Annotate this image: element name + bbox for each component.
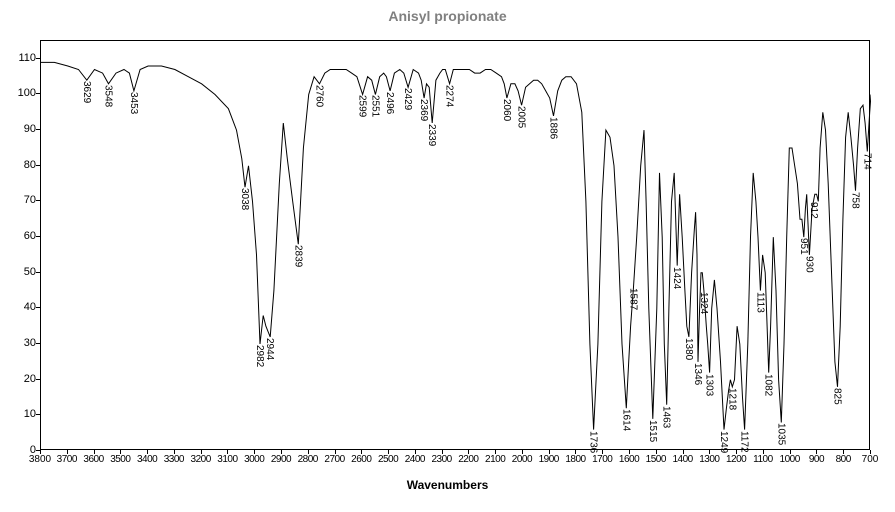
peak-label: 2005 bbox=[516, 106, 526, 128]
x-tick-label: 1300 bbox=[699, 454, 719, 465]
peak-label: 2599 bbox=[357, 95, 367, 117]
peak-label: 2839 bbox=[292, 245, 302, 267]
y-tick-label: 100 bbox=[12, 87, 36, 99]
peak-label: 3453 bbox=[128, 92, 138, 114]
y-tick-label: 70 bbox=[12, 194, 36, 206]
y-tick-label: 40 bbox=[12, 301, 36, 313]
y-tick-label: 60 bbox=[12, 230, 36, 242]
peak-label: 1082 bbox=[763, 374, 773, 396]
y-tick-label: 90 bbox=[12, 123, 36, 135]
x-tick-label: 2700 bbox=[324, 454, 344, 465]
x-tick-label: 1100 bbox=[753, 454, 773, 465]
peak-label: 2982 bbox=[254, 345, 264, 367]
x-tick-label: 3500 bbox=[110, 454, 130, 465]
peak-label: 930 bbox=[803, 256, 813, 273]
peak-label: 1035 bbox=[775, 423, 785, 445]
peak-label: 1218 bbox=[726, 388, 736, 410]
peak-label: 2060 bbox=[501, 99, 511, 121]
peak-label: 2369 bbox=[418, 99, 428, 121]
peak-label: 951 bbox=[798, 238, 808, 255]
x-tick-label: 3000 bbox=[244, 454, 264, 465]
x-tick-label: 1600 bbox=[619, 454, 639, 465]
peak-label: 758 bbox=[849, 192, 859, 209]
peak-label: 1886 bbox=[547, 117, 557, 139]
x-tick-label: 1400 bbox=[672, 454, 692, 465]
x-tick-label: 2900 bbox=[271, 454, 291, 465]
peak-label: 1380 bbox=[683, 338, 693, 360]
x-tick-label: 3100 bbox=[217, 454, 237, 465]
peak-label: 2274 bbox=[444, 85, 454, 107]
x-tick-label: 1900 bbox=[539, 454, 559, 465]
peak-label: 2339 bbox=[426, 124, 436, 146]
peak-label: 1113 bbox=[754, 292, 764, 313]
x-tick-label: 3400 bbox=[137, 454, 157, 465]
peak-label: 1303 bbox=[704, 374, 714, 396]
peak-label: 825 bbox=[832, 388, 842, 405]
x-tick-label: 3700 bbox=[57, 454, 77, 465]
peak-label: 1249 bbox=[718, 431, 728, 453]
x-tick-label: 1200 bbox=[726, 454, 746, 465]
peak-label: 1346 bbox=[692, 363, 702, 385]
peak-label: 3038 bbox=[239, 188, 249, 210]
x-tick-label: 2300 bbox=[431, 454, 451, 465]
x-tick-label: 1000 bbox=[780, 454, 800, 465]
y-tick-label: 30 bbox=[12, 337, 36, 349]
peak-label: 1614 bbox=[620, 409, 630, 431]
x-tick-label: 3800 bbox=[29, 454, 51, 465]
chart-title: Anisyl propionate bbox=[0, 8, 895, 24]
y-tick-label: 110 bbox=[12, 52, 36, 64]
peak-label: 2760 bbox=[313, 85, 323, 107]
y-tick-label: 20 bbox=[12, 373, 36, 385]
x-tick-label: 3600 bbox=[83, 454, 103, 465]
y-tick-label: 10 bbox=[12, 408, 36, 420]
x-tick-label: 700 bbox=[862, 454, 879, 465]
x-tick-label: 2400 bbox=[405, 454, 425, 465]
x-tick-label: 2600 bbox=[351, 454, 371, 465]
peak-label: 3629 bbox=[81, 81, 91, 103]
peak-label: 1324 bbox=[698, 292, 708, 314]
peak-label: 1424 bbox=[671, 267, 681, 289]
x-tick-label: 3200 bbox=[191, 454, 211, 465]
peak-label: 1736 bbox=[588, 431, 598, 453]
x-tick-label: 800 bbox=[836, 454, 851, 465]
x-tick-label: 2800 bbox=[298, 454, 318, 465]
peak-label: 912 bbox=[808, 202, 818, 219]
peak-label: 1172 bbox=[739, 431, 749, 453]
peak-label: 1515 bbox=[647, 420, 657, 442]
y-tick-label: 80 bbox=[12, 159, 36, 171]
spectrum-line bbox=[41, 41, 871, 451]
peak-label: 2944 bbox=[264, 338, 274, 360]
x-tick-label: 1800 bbox=[565, 454, 585, 465]
peak-label: 3548 bbox=[102, 85, 112, 107]
x-axis-label: Wavenumbers bbox=[0, 478, 895, 492]
x-tick-label: 1700 bbox=[592, 454, 612, 465]
peak-label: 2496 bbox=[384, 92, 394, 114]
x-tick-label: 2100 bbox=[485, 454, 505, 465]
peak-label: 1587 bbox=[628, 288, 638, 310]
peak-label: 2429 bbox=[402, 88, 412, 110]
y-tick-label: 50 bbox=[12, 266, 36, 278]
peak-label: 1463 bbox=[661, 406, 671, 428]
x-tick-label: 1500 bbox=[646, 454, 666, 465]
peak-label: 714 bbox=[861, 153, 871, 170]
peak-label: 2551 bbox=[369, 95, 379, 117]
x-tick-label: 900 bbox=[809, 454, 824, 465]
x-tick-label: 2500 bbox=[378, 454, 398, 465]
x-tick-label: 2200 bbox=[458, 454, 478, 465]
x-tick-label: 3300 bbox=[164, 454, 184, 465]
plot-area bbox=[40, 40, 870, 450]
x-tick-label: 2000 bbox=[512, 454, 532, 465]
